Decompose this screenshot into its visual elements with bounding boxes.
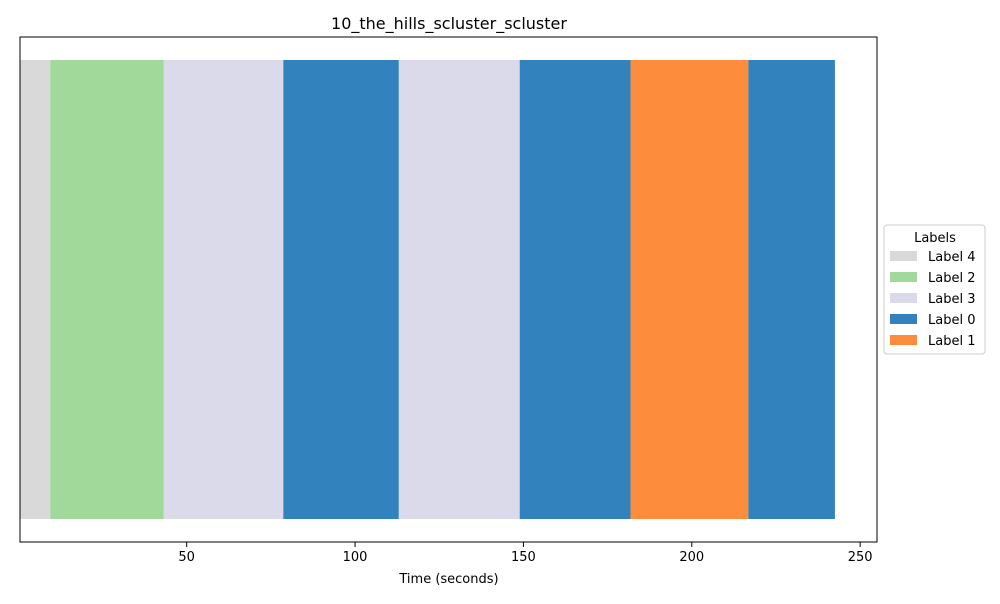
legend-label-label-1: Label 1 <box>928 334 975 349</box>
segment-label-2-1 <box>50 60 164 519</box>
legend-entries: Label 4 Label 2 Label 3 Label 0 Label 1 <box>890 250 975 349</box>
x-tick-label: 100 <box>343 550 368 565</box>
segment-label-4-0 <box>20 60 51 519</box>
x-axis-label: Time (seconds) <box>398 572 498 587</box>
chart-title: 10_the_hills_scluster_scluster <box>331 14 567 34</box>
plot-frame <box>19 36 878 543</box>
segments <box>20 60 835 519</box>
segment-label-0-5 <box>519 60 631 519</box>
legend-label-label-0: Label 0 <box>928 313 975 328</box>
segment-label-3-2 <box>163 60 284 519</box>
legend-swatch-label-0 <box>890 314 917 324</box>
x-tick-label: 250 <box>848 550 873 565</box>
legend-swatch-label-3 <box>890 293 917 303</box>
segment-label-1-6 <box>630 60 749 519</box>
legend-swatch-label-2 <box>890 272 917 282</box>
segment-label-0-7 <box>748 60 835 519</box>
legend-swatch-label-1 <box>890 335 917 345</box>
x-tick-label: 50 <box>178 550 195 565</box>
segment-label-3-4 <box>398 60 520 519</box>
segment-label-0-3 <box>283 60 399 519</box>
legend-label-label-4: Label 4 <box>928 250 975 265</box>
legend-swatch-label-4 <box>890 251 917 261</box>
x-tick-label: 200 <box>679 550 704 565</box>
legend-title: Labels <box>914 231 956 246</box>
x-tick-label: 150 <box>511 550 536 565</box>
legend-label-label-3: Label 3 <box>928 292 975 307</box>
legend-label-label-2: Label 2 <box>928 271 975 286</box>
x-axis: 50 100 150 200 250 <box>178 542 873 565</box>
